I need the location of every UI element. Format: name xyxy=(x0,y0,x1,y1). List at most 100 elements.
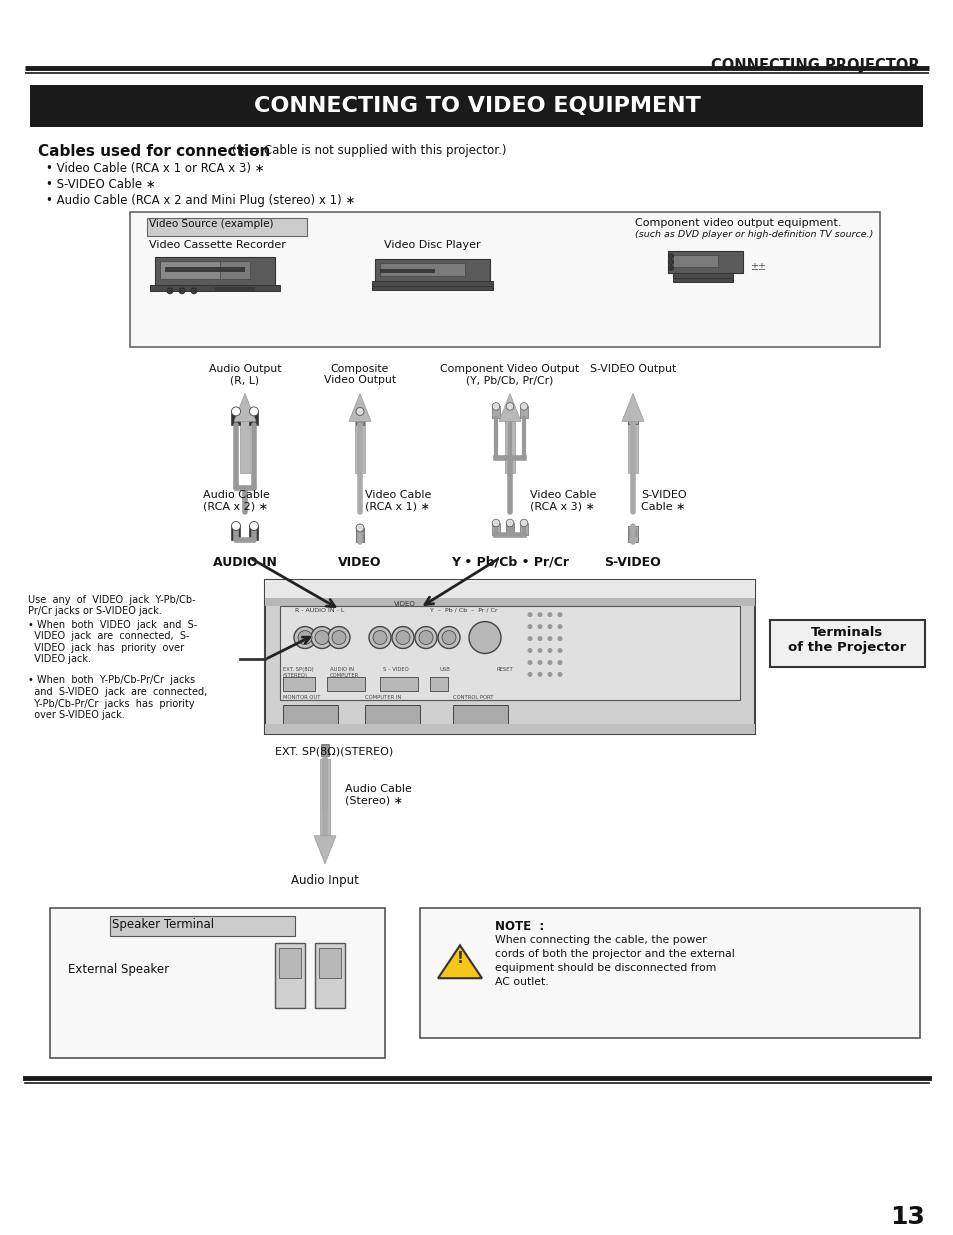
Text: Use  any  of  VIDEO  jack  Y-Pb/Cb-: Use any of VIDEO jack Y-Pb/Cb- xyxy=(28,595,195,605)
Text: R - AUDIO IN - L: R - AUDIO IN - L xyxy=(294,608,344,613)
Circle shape xyxy=(519,519,527,527)
Polygon shape xyxy=(621,394,643,421)
Text: VIDEO: VIDEO xyxy=(394,600,416,606)
Bar xyxy=(160,261,250,279)
Circle shape xyxy=(437,626,459,648)
Circle shape xyxy=(537,624,542,629)
Text: CONNECTING PROJECTOR: CONNECTING PROJECTOR xyxy=(711,58,919,73)
Text: Pr/Cr jacks or S-VIDEO jack.: Pr/Cr jacks or S-VIDEO jack. xyxy=(28,605,162,616)
Circle shape xyxy=(355,408,364,415)
Bar xyxy=(667,251,742,273)
Bar xyxy=(240,421,250,473)
Circle shape xyxy=(395,631,410,645)
Circle shape xyxy=(250,521,258,531)
Text: When connecting the cable, the power
cords of both the projector and the externa: When connecting the cable, the power cor… xyxy=(495,935,734,988)
Circle shape xyxy=(537,648,542,653)
Bar xyxy=(265,598,754,605)
Bar xyxy=(629,529,636,537)
Circle shape xyxy=(469,621,500,653)
Bar xyxy=(232,526,240,540)
Bar xyxy=(505,522,514,535)
Circle shape xyxy=(668,259,673,264)
Text: Component video output equipment.: Component video output equipment. xyxy=(635,219,841,228)
Circle shape xyxy=(527,624,532,629)
Text: CONTROL PORT: CONTROL PORT xyxy=(453,695,493,700)
Circle shape xyxy=(547,648,552,653)
Bar xyxy=(372,285,493,290)
Text: External Speaker: External Speaker xyxy=(68,963,169,977)
Circle shape xyxy=(547,624,552,629)
Bar xyxy=(627,526,638,542)
Bar xyxy=(250,411,258,425)
Circle shape xyxy=(297,631,312,645)
Circle shape xyxy=(547,636,552,641)
Text: Speaker Terminal: Speaker Terminal xyxy=(112,919,213,931)
Bar xyxy=(265,579,754,734)
Bar xyxy=(672,254,718,267)
Text: 13: 13 xyxy=(890,1205,924,1229)
Circle shape xyxy=(537,659,542,664)
Bar xyxy=(327,677,365,692)
Text: MONITOR OUT: MONITOR OUT xyxy=(283,695,320,700)
Text: (∗ = Cable is not supplied with this projector.): (∗ = Cable is not supplied with this pro… xyxy=(232,144,506,157)
Text: USB: USB xyxy=(439,667,451,672)
Text: Y • Pb/Cb • Pr/Cr: Y • Pb/Cb • Pr/Cr xyxy=(451,556,568,569)
Bar xyxy=(379,677,417,692)
Circle shape xyxy=(179,288,185,294)
Circle shape xyxy=(537,672,542,677)
Bar xyxy=(355,421,365,473)
Bar xyxy=(379,269,435,273)
Text: S-VIDEO Output: S-VIDEO Output xyxy=(589,363,676,374)
Circle shape xyxy=(332,631,346,645)
Bar xyxy=(30,85,923,126)
Circle shape xyxy=(506,403,514,410)
Bar xyxy=(265,579,754,598)
Circle shape xyxy=(492,519,499,527)
Circle shape xyxy=(527,613,532,618)
Text: • Video Cable (RCA x 1 or RCA x 3) ∗: • Video Cable (RCA x 1 or RCA x 3) ∗ xyxy=(46,162,264,175)
Circle shape xyxy=(232,406,240,416)
Bar xyxy=(160,261,220,279)
Circle shape xyxy=(418,631,433,645)
Text: Audio Cable
(Stereo) ∗: Audio Cable (Stereo) ∗ xyxy=(345,784,412,805)
Bar xyxy=(672,278,732,282)
Text: Video Cable
(RCA x 1) ∗: Video Cable (RCA x 1) ∗ xyxy=(365,490,431,511)
Circle shape xyxy=(557,624,562,629)
Text: • Audio Cable (RCA x 2 and Mini Plug (stereo) x 1) ∗: • Audio Cable (RCA x 2 and Mini Plug (st… xyxy=(46,194,355,207)
Circle shape xyxy=(314,631,329,645)
Bar xyxy=(375,259,490,280)
Bar xyxy=(430,677,448,692)
Text: Video Cassette Recorder: Video Cassette Recorder xyxy=(149,240,285,249)
Text: S-VIDEO
Cable ∗: S-VIDEO Cable ∗ xyxy=(640,490,686,511)
Text: Terminals
of the Projector: Terminals of the Projector xyxy=(787,626,905,653)
Text: CONNECTING TO VIDEO EQUIPMENT: CONNECTING TO VIDEO EQUIPMENT xyxy=(253,95,700,116)
Bar xyxy=(629,411,636,420)
Circle shape xyxy=(537,613,542,618)
Text: EXT. SP(8Ω)(STEREO): EXT. SP(8Ω)(STEREO) xyxy=(274,746,393,756)
Text: RESET: RESET xyxy=(497,667,513,672)
Circle shape xyxy=(527,648,532,653)
Bar xyxy=(318,948,340,978)
Bar xyxy=(504,421,515,473)
Bar xyxy=(319,760,330,836)
Circle shape xyxy=(668,253,673,258)
Text: • When  both  VIDEO  jack  and  S-
  VIDEO  jack  are  connected,  S-
  VIDEO  j: • When both VIDEO jack and S- VIDEO jack… xyxy=(28,620,197,664)
Bar xyxy=(769,620,924,667)
Bar xyxy=(165,267,245,272)
Text: • S-VIDEO Cable ∗: • S-VIDEO Cable ∗ xyxy=(46,178,155,191)
Bar xyxy=(355,411,364,425)
Text: (such as DVD player or high-definition TV source.): (such as DVD player or high-definition T… xyxy=(635,230,872,240)
Circle shape xyxy=(167,288,172,294)
Bar xyxy=(154,257,274,285)
Circle shape xyxy=(547,659,552,664)
Circle shape xyxy=(415,626,436,648)
Circle shape xyxy=(369,626,391,648)
Circle shape xyxy=(191,288,196,294)
Circle shape xyxy=(557,636,562,641)
Bar xyxy=(283,705,337,725)
Polygon shape xyxy=(349,394,371,421)
Bar xyxy=(130,212,879,347)
Text: Audio Input: Audio Input xyxy=(291,873,358,887)
Bar xyxy=(627,409,638,425)
Bar xyxy=(265,724,754,734)
